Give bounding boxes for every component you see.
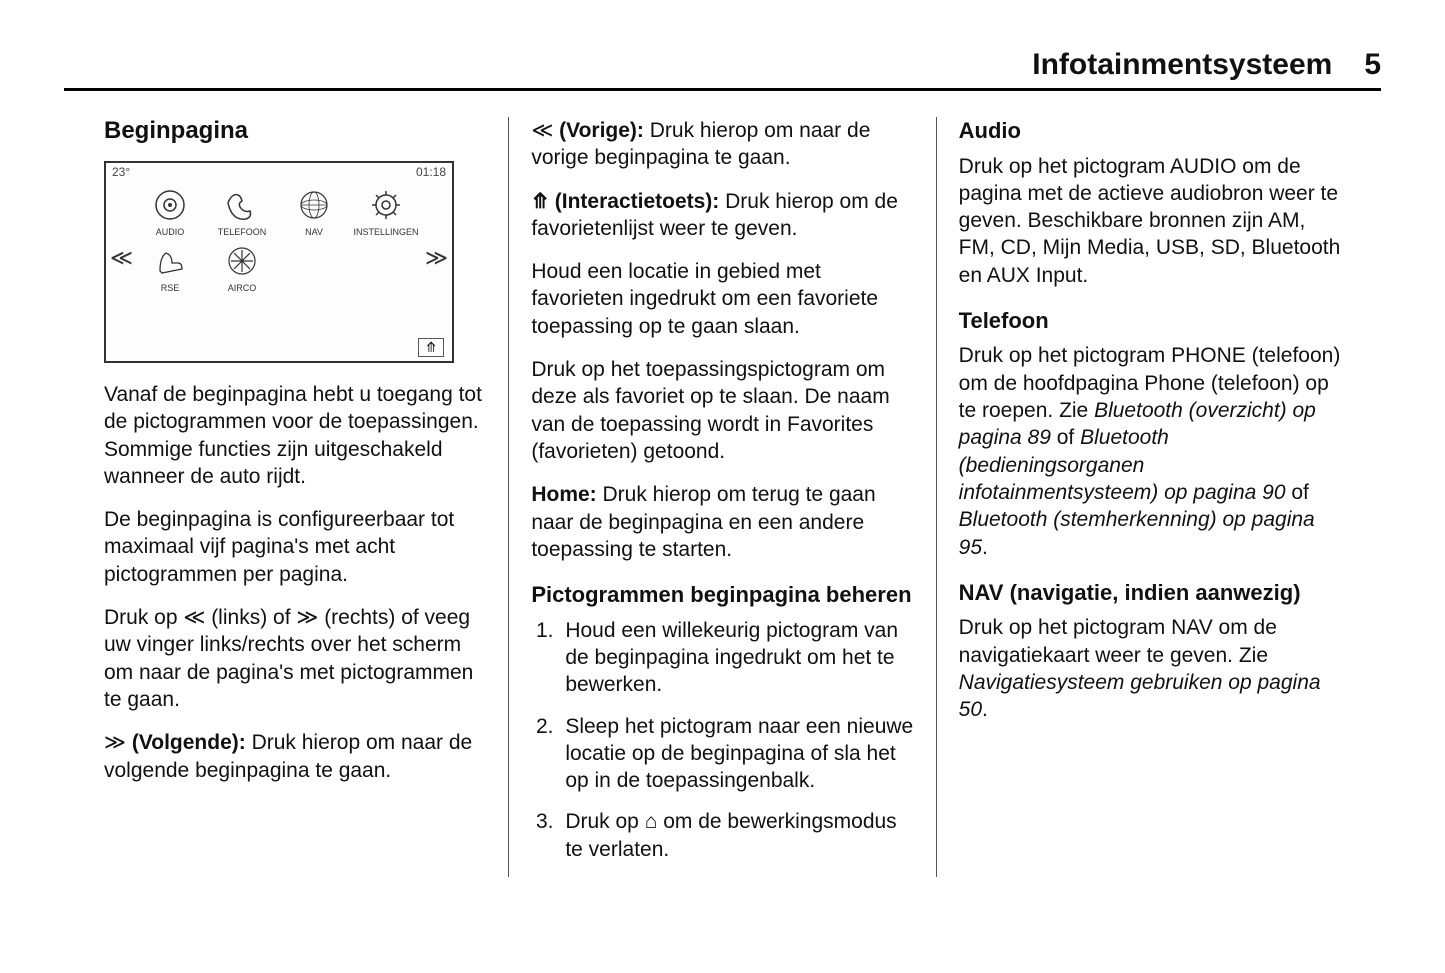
- text: Druk op: [565, 810, 644, 833]
- paragraph: Druk op het toepassingspictogram om deze…: [531, 356, 913, 465]
- ref-bluetooth-stem: Bluetooth (stemherkenning) op pagina 95: [959, 508, 1315, 558]
- app-nav: NAV: [278, 183, 350, 237]
- app-label: RSE: [161, 283, 180, 293]
- paragraph-home: Home: Druk hierop om terug te gaan naar …: [531, 481, 913, 563]
- snowflake-icon: [220, 239, 264, 283]
- label-volgende: (Volgende):: [126, 731, 246, 754]
- document-page: Infotainmentsysteem 5 Beginpagina 23° 01…: [0, 0, 1445, 973]
- app-label: AUDIO: [156, 227, 185, 237]
- label-home: Home:: [531, 483, 596, 506]
- infotainment-screenshot: 23° 01:18 ≪ ≫ AUDIO TELEFOON: [104, 161, 454, 363]
- paragraph-interactietoets: ⤊ (Interactietoets): Druk hierop om de f…: [531, 188, 913, 243]
- chevrons-left-icon: ≪: [183, 606, 205, 629]
- paragraph-vorige: ≪ (Vorige): Druk hierop om naar de vorig…: [531, 117, 913, 172]
- paragraph-audio: Druk op het pictogram AUDIO om de pagina…: [959, 153, 1341, 289]
- chevrons-left-icon: ≪: [531, 119, 553, 142]
- content-columns: Beginpagina 23° 01:18 ≪ ≫ AUDIO TELEFOON: [64, 117, 1381, 877]
- app-label: TELEFOON: [218, 227, 267, 237]
- chevrons-right-icon: ≫: [104, 731, 126, 754]
- text: (links) of: [205, 606, 296, 629]
- step-1: Houd een willekeurig pictogram van de be…: [559, 617, 913, 699]
- heading-telefoon: Telefoon: [959, 307, 1341, 335]
- app-label: INSTELLINGEN: [353, 227, 418, 237]
- heading-nav: NAV (navigatie, indien aanwezig): [959, 579, 1341, 607]
- screen-interact-icon: ⤊: [418, 338, 444, 357]
- app-rse: RSE: [134, 239, 206, 293]
- page-header: Infotainmentsysteem 5: [64, 48, 1381, 91]
- text: .: [982, 536, 988, 559]
- column-1: Beginpagina 23° 01:18 ≪ ≫ AUDIO TELEFOON: [64, 117, 508, 877]
- text: of: [1051, 426, 1080, 449]
- screen-temp: 23°: [112, 165, 130, 179]
- label-vorige: (Vorige):: [553, 119, 644, 142]
- text: Druk op het pictogram NAV om de navigati…: [959, 616, 1277, 666]
- app-instellingen: INSTELLINGEN: [350, 183, 422, 237]
- step-3: Druk op ⌂ om de bewerkingsmodus te verla…: [559, 808, 913, 863]
- screen-next-icon: ≫: [425, 245, 448, 271]
- paragraph-nav: Druk op het pictogram NAV om de navigati…: [959, 614, 1341, 723]
- steps-list: Houd een willekeurig pictogram van de be…: [531, 617, 913, 863]
- label-interactietoets: (Interactietoets):: [549, 190, 719, 213]
- header-title: Infotainmentsysteem: [1032, 48, 1332, 82]
- screen-apps-grid: AUDIO TELEFOON NAV INSTELLINGEN: [106, 181, 452, 295]
- heading-beginpagina: Beginpagina: [104, 117, 486, 145]
- heading-audio: Audio: [959, 117, 1341, 145]
- paragraph-volgende: ≫ (Volgende): Druk hierop om naar de vol…: [104, 729, 486, 784]
- column-3: Audio Druk op het pictogram AUDIO om de …: [936, 117, 1381, 877]
- app-airco: AIRCO: [206, 239, 278, 293]
- app-label: AIRCO: [228, 283, 257, 293]
- app-label: NAV: [305, 227, 323, 237]
- speaker-icon: [148, 183, 192, 227]
- app-telefoon: TELEFOON: [206, 183, 278, 237]
- step-2: Sleep het pictogram naar een nieuwe loca…: [559, 713, 913, 795]
- home-icon: ⌂: [645, 810, 658, 833]
- screen-status-bar: 23° 01:18: [106, 163, 452, 181]
- paragraph: De beginpagina is configureerbaar tot ma…: [104, 506, 486, 588]
- screen-time: 01:18: [416, 165, 446, 179]
- chevrons-right-icon: ≫: [296, 606, 318, 629]
- paragraph: Houd een locatie in gebied met favoriete…: [531, 258, 913, 340]
- text: .: [982, 698, 988, 721]
- app-audio: AUDIO: [134, 183, 206, 237]
- phone-icon: [220, 183, 264, 227]
- interact-icon: ⤊: [531, 190, 549, 213]
- gear-icon: [364, 183, 408, 227]
- text: of: [1286, 481, 1309, 504]
- seat-icon: [148, 239, 192, 283]
- screen-prev-icon: ≪: [110, 245, 133, 271]
- column-2: ≪ (Vorige): Druk hierop om naar de vorig…: [508, 117, 935, 877]
- ref-navigatiesysteem: Navigatiesysteem gebruiken op pagina 50: [959, 671, 1321, 721]
- paragraph-telefoon: Druk op het pictogram PHONE (telefoon) o…: [959, 342, 1341, 560]
- page-number: 5: [1364, 48, 1381, 82]
- paragraph: Druk op ≪ (links) of ≫ (rechts) of veeg …: [104, 604, 486, 713]
- globe-icon: [292, 183, 336, 227]
- text: Druk op: [104, 606, 183, 629]
- paragraph: Vanaf de beginpagina hebt u toegang tot …: [104, 381, 486, 490]
- heading-pictogrammen-beheren: Pictogrammen beginpagina beheren: [531, 581, 913, 609]
